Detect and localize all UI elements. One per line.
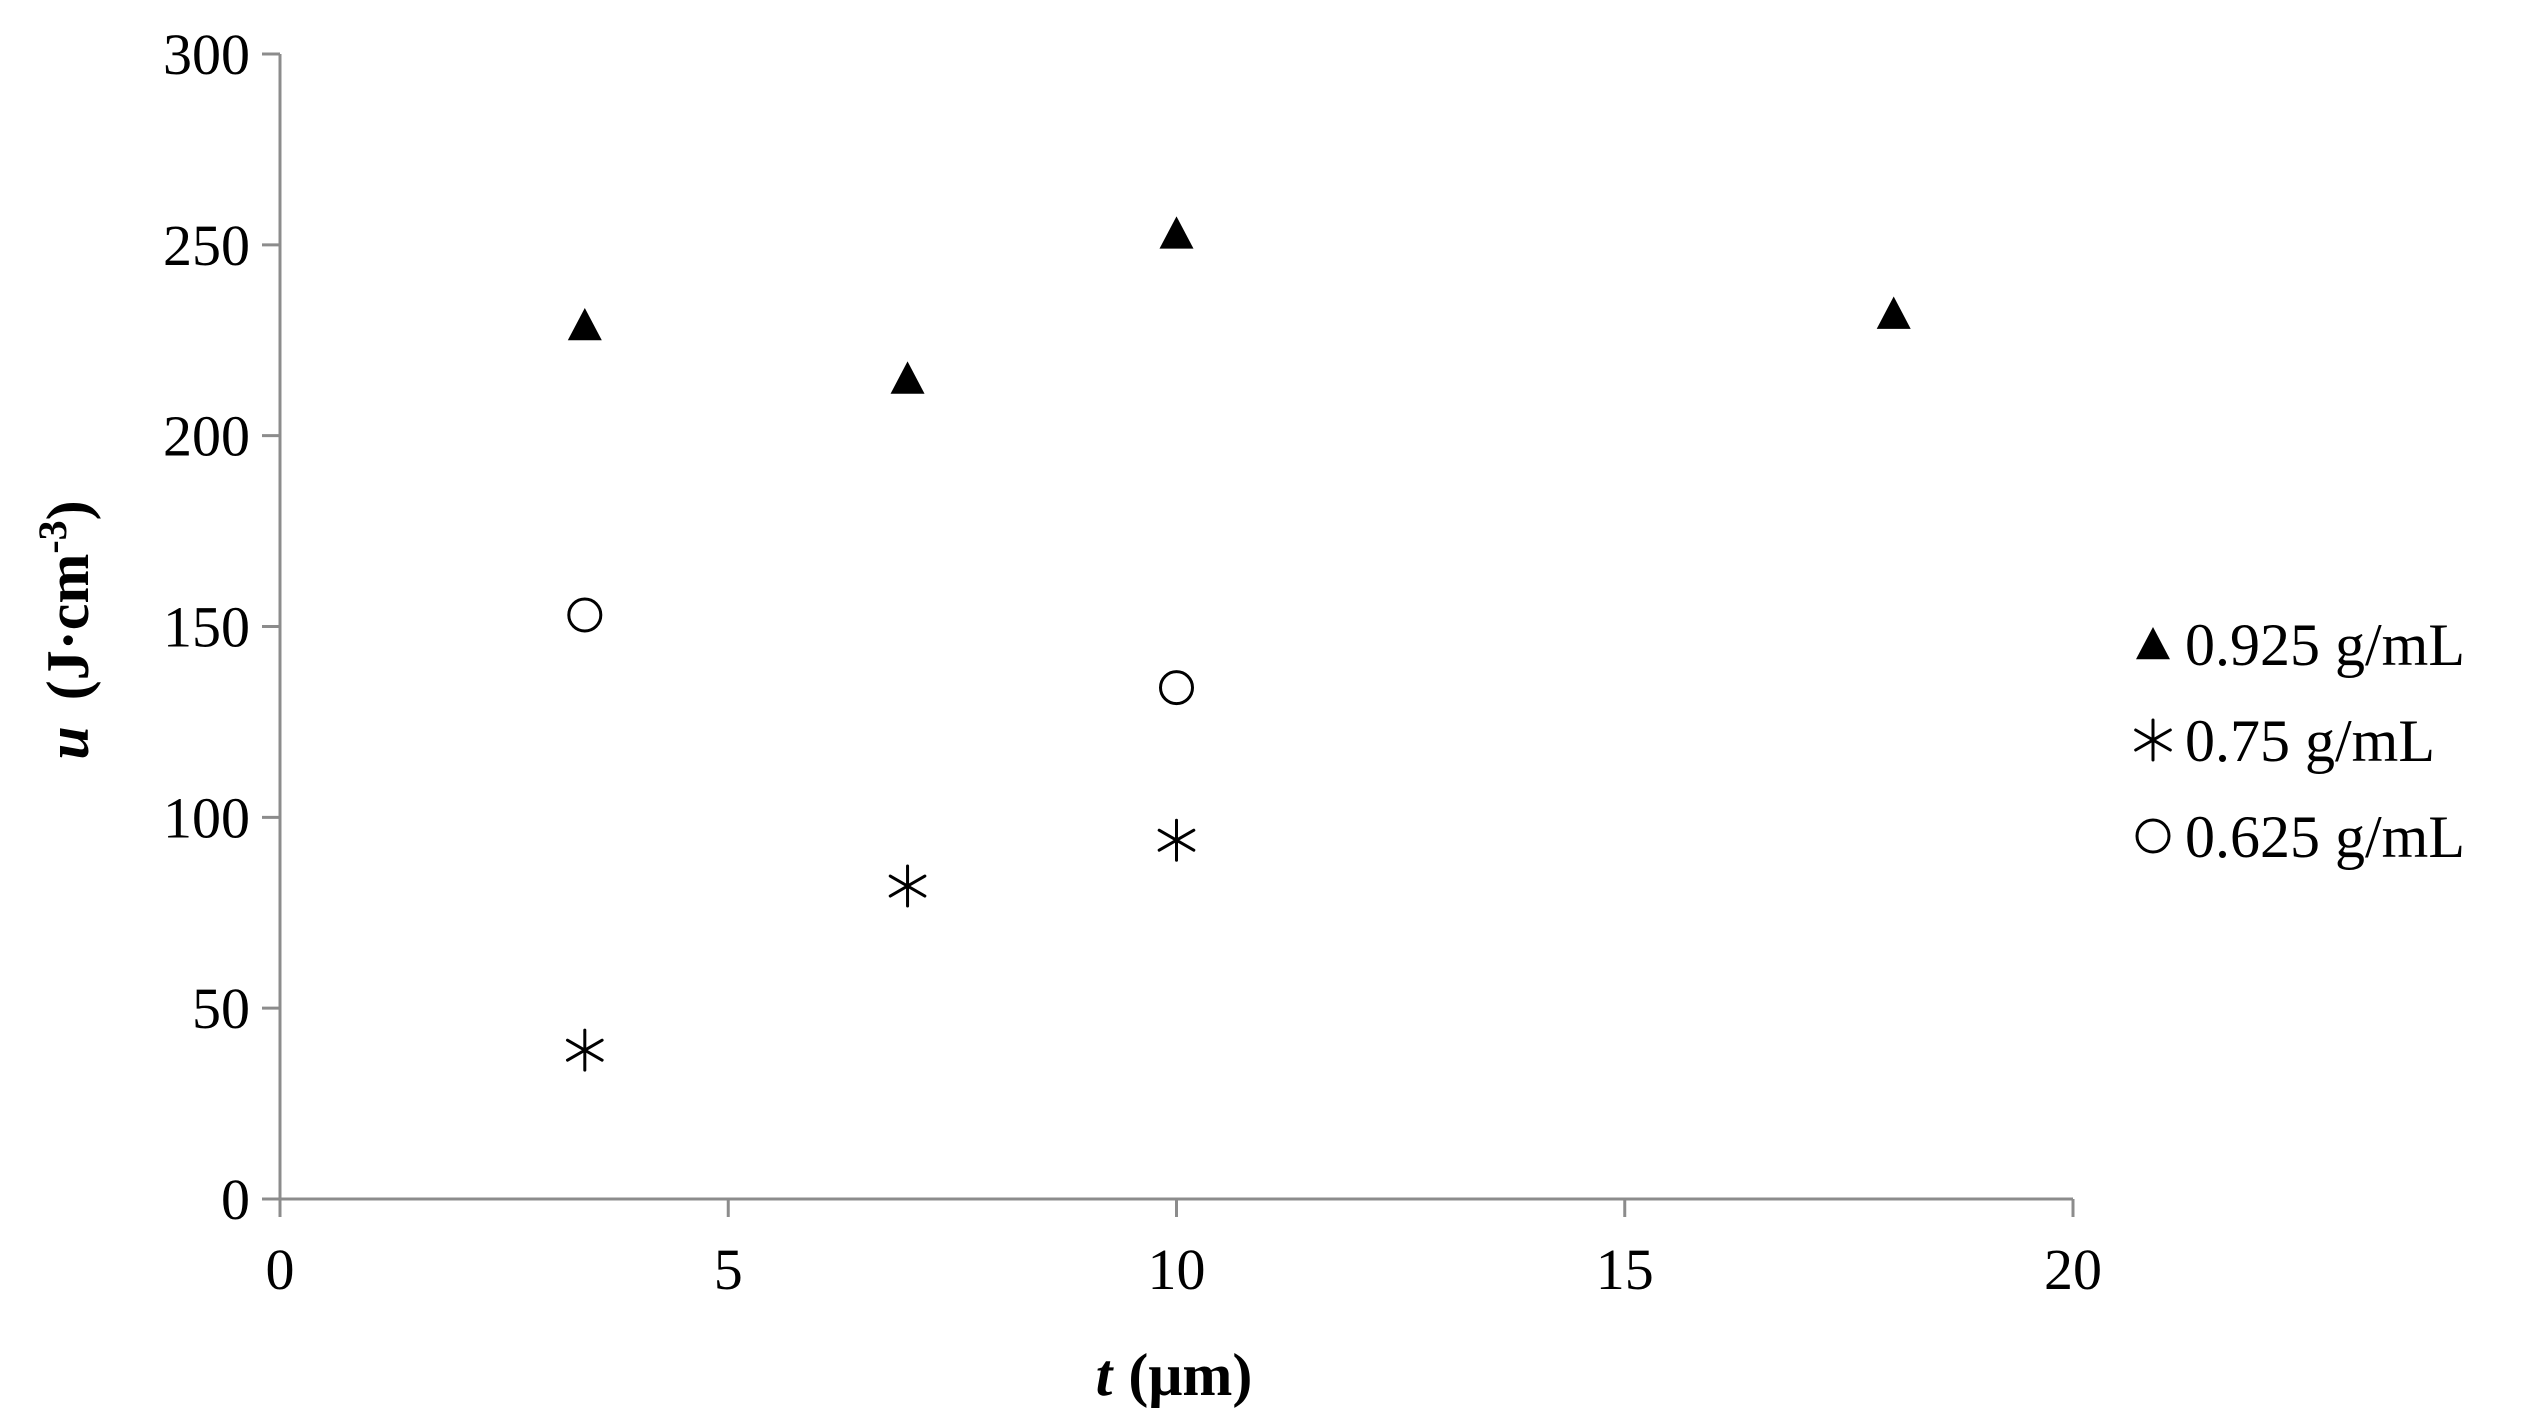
y-axis-unit-exponent: -3 <box>30 520 75 553</box>
legend-marker <box>2135 818 2171 854</box>
y-tick-label: 200 <box>163 404 250 469</box>
data-point <box>567 307 602 341</box>
data-point <box>1157 818 1196 862</box>
legend-item: 0.925 g/mL <box>2136 612 2465 678</box>
data-point <box>567 597 603 633</box>
data-point <box>1159 216 1194 249</box>
legend-marker <box>2136 627 2170 660</box>
y-axis-unit: (J·cm <box>35 554 101 701</box>
x-tick-label: 5 <box>714 1237 743 1302</box>
x-tick-label: 15 <box>1596 1237 1654 1302</box>
data-point <box>1159 670 1194 706</box>
y-axis-title: u (J·cm-3) <box>30 500 102 759</box>
legend-label: 0.75 g/mL <box>2185 708 2435 774</box>
legend-label: 0.925 g/mL <box>2185 612 2465 678</box>
x-axis-title: t (μm) <box>1096 1342 1253 1408</box>
y-axis-symbol: u <box>35 726 101 759</box>
data-point <box>890 361 925 394</box>
data-points <box>565 216 1911 1072</box>
y-axis-unit-close: ) <box>35 500 101 520</box>
y-tick-label: 300 <box>163 22 250 87</box>
x-tick-label: 10 <box>1148 1237 1206 1302</box>
x-tick-label: 0 <box>266 1237 295 1302</box>
x-ticks: 0 5 10 15 20 <box>266 1199 2102 1302</box>
y-ticks: 0 50 100 150 200 250 300 <box>163 22 280 1232</box>
legend-marker <box>2134 718 2172 762</box>
y-tick-label: 50 <box>192 976 250 1041</box>
legend-item: 0.625 g/mL <box>2135 804 2465 870</box>
x-axis-symbol: t <box>1096 1342 1115 1408</box>
y-tick-label: 150 <box>163 595 250 660</box>
x-tick-label: 20 <box>2044 1237 2102 1302</box>
legend-item: 0.75 g/mL <box>2134 708 2435 774</box>
data-point <box>1876 296 1911 329</box>
legend-label: 0.625 g/mL <box>2185 804 2465 870</box>
y-tick-label: 250 <box>163 213 250 278</box>
legend: 0.925 g/mL 0.75 g/mL 0.625 g/mL <box>2134 612 2465 870</box>
data-point <box>565 1028 604 1072</box>
x-axis-unit: (μm) <box>1128 1342 1252 1408</box>
y-tick-label: 0 <box>221 1167 250 1232</box>
data-point <box>888 864 927 908</box>
y-tick-label: 100 <box>163 785 250 850</box>
